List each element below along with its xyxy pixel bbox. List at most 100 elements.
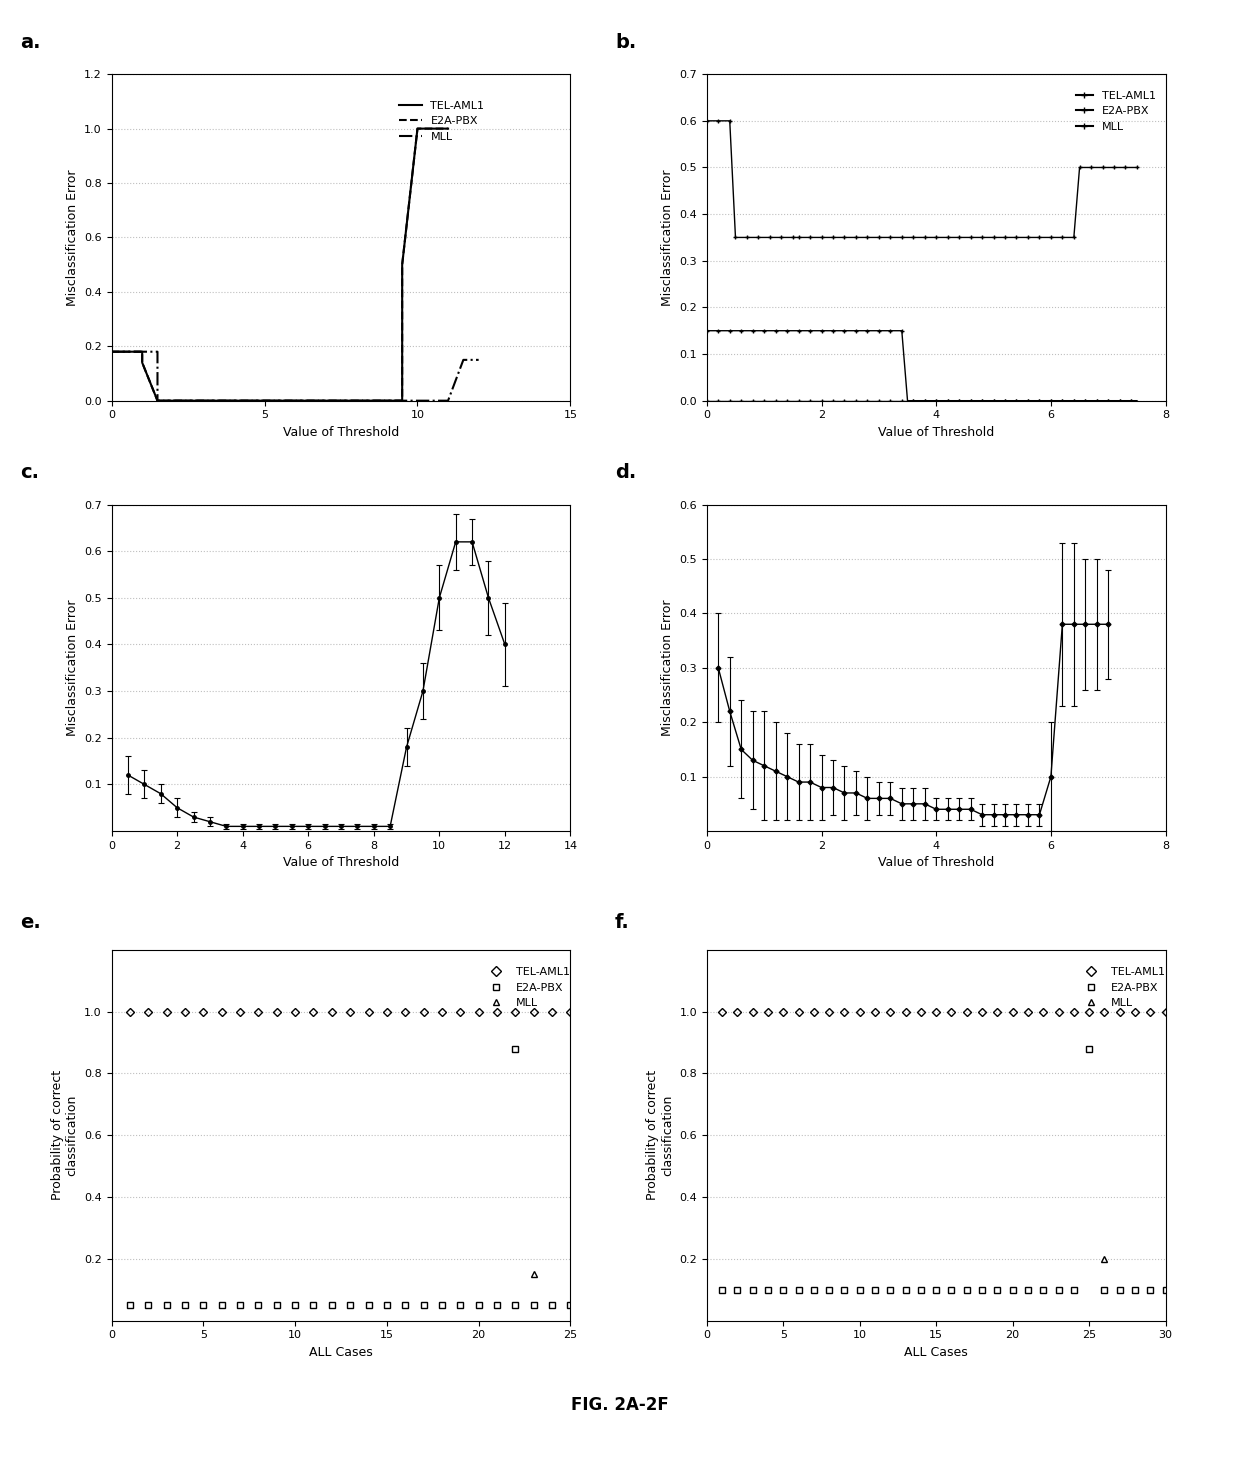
MLL — [165, 392, 180, 410]
TEL-AML1 — [342, 1003, 357, 1021]
TEL-AML1 — [508, 1003, 523, 1021]
Legend: TEL-AML1, E2A-PBX, MLL: TEL-AML1, E2A-PBX, MLL — [480, 963, 574, 1012]
Line: TEL-AML1: TEL-AML1 — [112, 129, 448, 401]
X-axis label: ALL Cases: ALL Cases — [309, 1346, 373, 1359]
TEL-AML1 — [1035, 1003, 1050, 1021]
MLL — [1130, 392, 1145, 410]
TEL-AML1 — [453, 1003, 467, 1021]
TEL-AML1 — [1066, 1003, 1081, 1021]
E2A-PBX — [822, 1281, 837, 1298]
Line: E2A-PBX: E2A-PBX — [704, 328, 1140, 402]
E2A-PBX — [417, 1297, 432, 1315]
E2A-PBX — [177, 1297, 192, 1315]
MLL — [848, 392, 863, 410]
X-axis label: Value of Threshold: Value of Threshold — [878, 856, 994, 870]
E2A-PBX — [453, 1297, 467, 1315]
E2A-PBX — [150, 392, 165, 410]
TEL-AML1 — [398, 1003, 413, 1021]
TEL-AML1 — [877, 229, 892, 246]
Legend: TEL-AML1, E2A-PBX, MLL: TEL-AML1, E2A-PBX, MLL — [1071, 86, 1161, 137]
E2A-PBX — [1127, 1281, 1142, 1298]
TEL-AML1 — [952, 229, 967, 246]
TEL-AML1 — [104, 343, 119, 361]
E2A-PBX — [135, 343, 150, 361]
Text: a.: a. — [20, 33, 41, 52]
Line: E2A-PBX: E2A-PBX — [128, 1303, 573, 1307]
TEL-AML1 — [813, 229, 828, 246]
MLL — [699, 392, 714, 410]
E2A-PBX — [1049, 392, 1064, 410]
Y-axis label: Probability of correct
classification: Probability of correct classification — [51, 1070, 78, 1201]
MLL — [739, 392, 754, 410]
E2A-PBX — [791, 1281, 806, 1298]
TEL-AML1 — [135, 343, 150, 361]
E2A-PBX — [898, 1281, 913, 1298]
Y-axis label: Misclassification Error: Misclassification Error — [661, 169, 673, 306]
E2A-PBX — [960, 1281, 975, 1298]
E2A-PBX — [1112, 1281, 1127, 1298]
Line: TEL-AML1: TEL-AML1 — [128, 1009, 573, 1015]
TEL-AML1 — [822, 1003, 837, 1021]
TEL-AML1 — [417, 1003, 432, 1021]
E2A-PBX — [394, 255, 409, 273]
E2A-PBX — [714, 1281, 729, 1298]
E2A-PBX — [1158, 1281, 1173, 1298]
E2A-PBX — [250, 1297, 265, 1315]
TEL-AML1 — [883, 1003, 898, 1021]
TEL-AML1 — [868, 1003, 883, 1021]
E2A-PBX — [852, 1281, 867, 1298]
E2A-PBX — [196, 1297, 211, 1315]
Text: b.: b. — [615, 33, 636, 52]
Line: E2A-PBX: E2A-PBX — [112, 129, 448, 401]
TEL-AML1 — [306, 1003, 321, 1021]
TEL-AML1 — [1158, 1003, 1173, 1021]
E2A-PBX — [914, 1281, 929, 1298]
TEL-AML1 — [563, 1003, 578, 1021]
E2A-PBX — [379, 1297, 394, 1315]
TEL-AML1 — [728, 229, 743, 246]
TEL-AML1 — [1127, 1003, 1142, 1021]
TEL-AML1 — [288, 1003, 303, 1021]
E2A-PBX — [233, 1297, 248, 1315]
E2A-PBX — [1006, 1281, 1021, 1298]
E2A-PBX — [508, 1297, 523, 1315]
TEL-AML1 — [123, 1003, 138, 1021]
E2A-PBX — [526, 1297, 541, 1315]
Text: FIG. 2A-2F: FIG. 2A-2F — [572, 1396, 668, 1414]
E2A-PBX — [868, 1281, 883, 1298]
Line: TEL-AML1: TEL-AML1 — [704, 119, 1140, 239]
E2A-PBX — [730, 1281, 745, 1298]
TEL-AML1 — [791, 1003, 806, 1021]
TEL-AML1 — [471, 1003, 486, 1021]
TEL-AML1 — [714, 1003, 729, 1021]
TEL-AML1 — [776, 1003, 791, 1021]
TEL-AML1 — [1081, 1003, 1096, 1021]
E2A-PBX — [981, 392, 996, 410]
TEL-AML1 — [490, 1003, 505, 1021]
E2A-PBX — [141, 1297, 156, 1315]
MLL — [986, 392, 1001, 410]
X-axis label: ALL Cases: ALL Cases — [904, 1346, 968, 1359]
TEL-AML1 — [177, 1003, 192, 1021]
MLL — [923, 392, 937, 410]
E2A-PBX — [361, 1297, 376, 1315]
Line: MLL: MLL — [112, 352, 479, 401]
X-axis label: Value of Threshold: Value of Threshold — [283, 426, 399, 439]
Text: c.: c. — [20, 463, 38, 482]
MLL — [440, 392, 455, 410]
Line: TEL-AML1: TEL-AML1 — [719, 1009, 1168, 1015]
TEL-AML1 — [361, 1003, 376, 1021]
TEL-AML1 — [975, 1003, 990, 1021]
Y-axis label: Misclassification Error: Misclassification Error — [66, 169, 78, 306]
E2A-PBX — [848, 322, 863, 340]
E2A-PBX — [900, 392, 915, 410]
Y-axis label: Misclassification Error: Misclassification Error — [66, 600, 78, 736]
E2A-PBX — [1081, 1040, 1096, 1058]
TEL-AML1 — [944, 1003, 959, 1021]
E2A-PBX — [929, 1281, 944, 1298]
MLL — [440, 392, 455, 410]
TEL-AML1 — [699, 111, 714, 129]
TEL-AML1 — [159, 1003, 174, 1021]
X-axis label: Value of Threshold: Value of Threshold — [283, 856, 399, 870]
E2A-PBX — [398, 1297, 413, 1315]
